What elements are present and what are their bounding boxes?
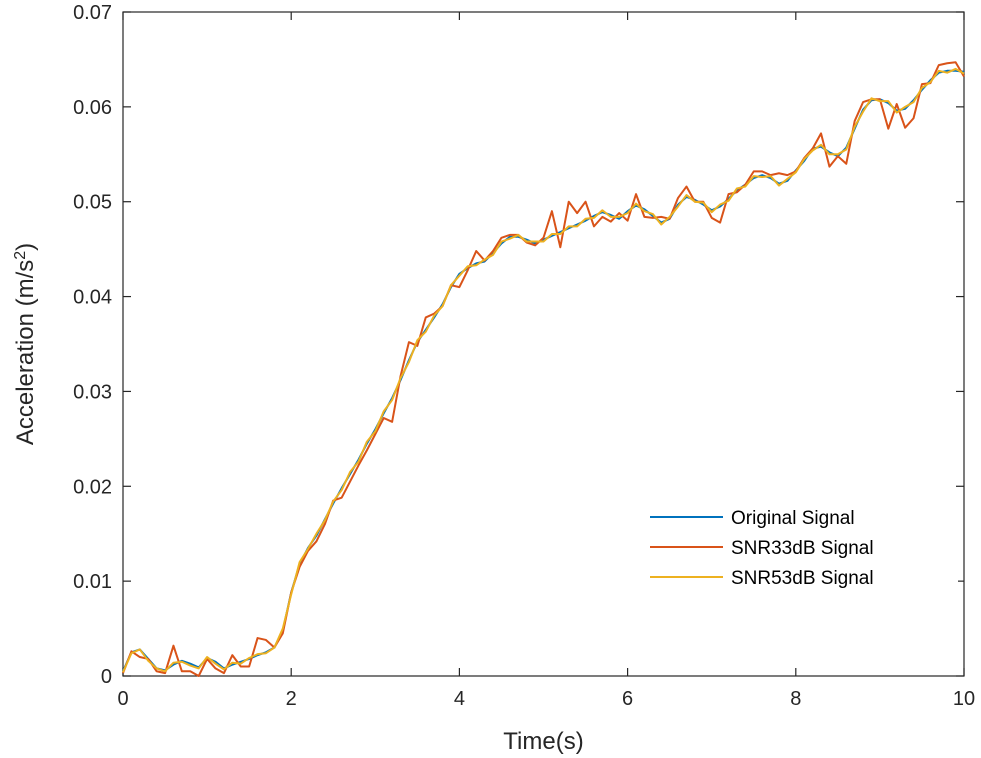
x-axis-label: Time(s): [503, 728, 583, 755]
y-tick-label: 0.06: [73, 97, 112, 119]
axis-ticks: 0 2 4 6 8 10 0 0.01 0.02 0.03 0.04 0.05 0.06 0.07: [73, 2, 975, 710]
legend-item-snr53: SNR53dB Signal: [650, 568, 874, 589]
legend-item-snr33: SNR33dB Signal: [650, 538, 874, 559]
y-tick-label: 0: [101, 666, 112, 688]
legend-label-original: Original Signal: [731, 508, 855, 529]
legend-box: [643, 503, 958, 595]
x-tick-label: 2: [286, 688, 297, 710]
x-tick-label: 10: [953, 688, 975, 710]
y-tick-label: 0.04: [73, 287, 112, 309]
y-axis-label-close: ): [12, 243, 39, 251]
y-tick-label: 0.03: [73, 381, 112, 403]
series-line-snr33: [122, 61, 965, 677]
y-tick-label: 0.01: [73, 571, 112, 593]
x-tick-label: 6: [622, 688, 633, 710]
x-tick-label: 4: [454, 688, 465, 710]
series-line-snr53: [122, 67, 965, 673]
legend-label-snr33: SNR33dB Signal: [731, 538, 874, 559]
legend: Original Signal SNR33dB Signal SNR53dB S…: [643, 503, 958, 595]
y-tick-label: 0.05: [73, 192, 112, 214]
axis-labels: Time(s) Acceleration (m/s2): [12, 243, 584, 755]
legend-label-snr53: SNR53dB Signal: [731, 568, 874, 589]
y-axis-label: Acceleration (m/s2): [12, 243, 40, 445]
y-tick-label: 0.07: [73, 2, 112, 24]
y-axis-label-exponent: 2: [12, 251, 29, 260]
y-tick-label: 0.02: [73, 476, 112, 498]
x-tick-label: 0: [117, 688, 128, 710]
y-axis-label-text: Acceleration (m/s: [12, 260, 39, 445]
plot-series: [122, 61, 965, 677]
legend-item-original: Original Signal: [650, 508, 855, 529]
x-tick-label: 8: [790, 688, 801, 710]
